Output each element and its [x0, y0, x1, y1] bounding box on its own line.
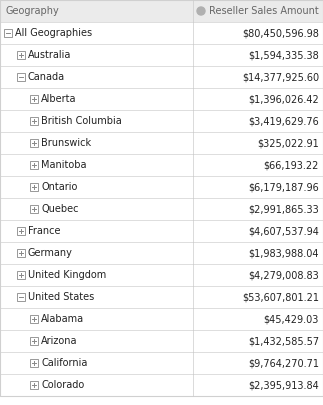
Bar: [30, 117, 38, 125]
Text: $45,429.03: $45,429.03: [264, 314, 319, 324]
Text: Australia: Australia: [28, 50, 71, 60]
Bar: [0, 242, 323, 264]
Circle shape: [197, 7, 205, 15]
Bar: [0, 352, 323, 374]
Bar: [0, 198, 323, 220]
Bar: [4, 29, 12, 37]
Bar: [30, 359, 38, 367]
Bar: [0, 22, 323, 44]
Text: $66,193.22: $66,193.22: [264, 160, 319, 170]
Bar: [17, 51, 25, 59]
Text: $325,022.91: $325,022.91: [257, 138, 319, 148]
Bar: [0, 154, 323, 176]
Bar: [30, 337, 38, 345]
Text: $2,991,865.33: $2,991,865.33: [248, 204, 319, 214]
Bar: [0, 308, 323, 330]
Bar: [17, 227, 25, 235]
Bar: [30, 95, 38, 103]
Text: Quebec: Quebec: [41, 204, 78, 214]
Text: Reseller Sales Amount: Reseller Sales Amount: [209, 6, 319, 16]
Bar: [0, 264, 323, 286]
Text: California: California: [41, 358, 88, 368]
Text: United States: United States: [28, 292, 94, 302]
Text: Ontario: Ontario: [41, 182, 78, 192]
Bar: [17, 73, 25, 81]
Text: $1,396,026.42: $1,396,026.42: [248, 94, 319, 104]
Bar: [0, 132, 323, 154]
Text: Geography: Geography: [6, 6, 60, 16]
Text: $3,419,629.76: $3,419,629.76: [248, 116, 319, 126]
Text: Alberta: Alberta: [41, 94, 77, 104]
Text: Arizona: Arizona: [41, 336, 78, 346]
Bar: [30, 205, 38, 213]
Bar: [17, 249, 25, 257]
Bar: [17, 271, 25, 279]
Text: $4,279,008.83: $4,279,008.83: [248, 270, 319, 280]
Bar: [0, 220, 323, 242]
Text: $9,764,270.71: $9,764,270.71: [248, 358, 319, 368]
Bar: [0, 44, 323, 66]
Bar: [30, 183, 38, 191]
Text: Colorado: Colorado: [41, 380, 84, 390]
Text: United Kingdom: United Kingdom: [28, 270, 106, 280]
Bar: [0, 0, 323, 22]
Text: Manitoba: Manitoba: [41, 160, 87, 170]
Text: Alabama: Alabama: [41, 314, 84, 324]
Text: All Geographies: All Geographies: [15, 28, 92, 38]
Bar: [30, 139, 38, 147]
Bar: [0, 330, 323, 352]
Text: $6,179,187.96: $6,179,187.96: [248, 182, 319, 192]
Bar: [0, 88, 323, 110]
Text: $2,395,913.84: $2,395,913.84: [248, 380, 319, 390]
Text: $1,983,988.04: $1,983,988.04: [248, 248, 319, 258]
Text: $1,594,335.38: $1,594,335.38: [248, 50, 319, 60]
Bar: [0, 110, 323, 132]
Bar: [0, 286, 323, 308]
Bar: [0, 176, 323, 198]
Text: Canada: Canada: [28, 72, 65, 82]
Bar: [17, 293, 25, 301]
Bar: [0, 66, 323, 88]
Text: British Columbia: British Columbia: [41, 116, 122, 126]
Bar: [30, 381, 38, 389]
Bar: [30, 161, 38, 169]
Text: $1,432,585.57: $1,432,585.57: [248, 336, 319, 346]
Text: Brunswick: Brunswick: [41, 138, 91, 148]
Bar: [30, 315, 38, 323]
Text: $53,607,801.21: $53,607,801.21: [242, 292, 319, 302]
Bar: [0, 374, 323, 396]
Text: $4,607,537.94: $4,607,537.94: [248, 226, 319, 236]
Text: France: France: [28, 226, 60, 236]
Text: $14,377,925.60: $14,377,925.60: [242, 72, 319, 82]
Text: Germany: Germany: [28, 248, 73, 258]
Text: $80,450,596.98: $80,450,596.98: [242, 28, 319, 38]
